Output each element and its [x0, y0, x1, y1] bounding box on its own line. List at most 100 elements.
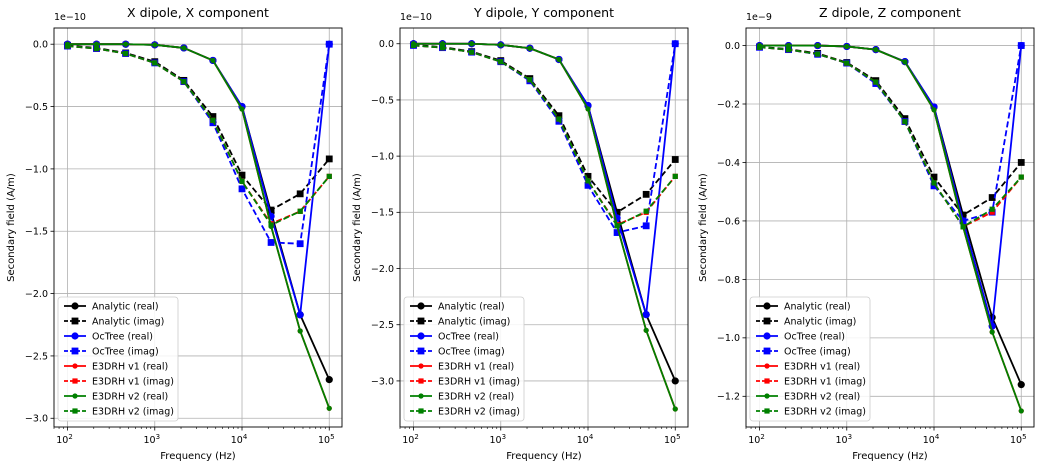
series-line	[759, 46, 1022, 228]
data-point	[439, 41, 446, 47]
series-line	[67, 43, 331, 409]
y-tick-label: −1.0	[371, 152, 394, 163]
data-point	[873, 79, 879, 85]
x-axis-label: Frequency (Hz)	[506, 451, 582, 462]
x-axis-label: Frequency (Hz)	[852, 451, 928, 462]
legend-entry: E3DRH v2 (imag)	[64, 406, 174, 417]
legend-entry: E3DRH v1 (real)	[410, 361, 514, 372]
legend-label: OcTree (real)	[92, 331, 153, 342]
series-line	[759, 46, 1022, 228]
legend-label: E3DRH v2 (imag)	[784, 406, 866, 417]
legend: Analytic (real) Analytic (imag) OcTree (re…	[403, 296, 525, 422]
legend-entry: Analytic (real)	[756, 301, 851, 312]
legend-marker	[764, 378, 770, 384]
series-3	[63, 40, 333, 319]
legend-label: Analytic (imag)	[438, 316, 510, 327]
series-8	[64, 43, 332, 228]
data-point	[613, 208, 621, 216]
chart-panel-2: 0.0 −0.5 −1.0 −1.5 −2.0 −2.5 −3.0 102 103 104 105 1…	[352, 5, 689, 462]
legend-label: Analytic (real)	[92, 301, 159, 312]
data-point	[527, 77, 533, 83]
legend-marker	[417, 332, 425, 340]
data-point	[584, 181, 592, 189]
data-point	[152, 42, 158, 48]
data-point	[325, 40, 333, 48]
data-point	[988, 194, 996, 201]
data-point	[123, 41, 129, 47]
legend: Analytic (real) Analytic (imag) OcTree (re…	[57, 296, 179, 422]
data-point	[267, 206, 275, 214]
legend-entry: OcTree (real)	[64, 331, 153, 342]
legend-marker	[763, 332, 771, 340]
y-tick-label: −0.2	[717, 99, 740, 110]
axes-frame	[399, 27, 689, 428]
data-point	[671, 156, 679, 163]
legend-label: OcTree (real)	[784, 331, 845, 342]
data-point	[239, 178, 245, 184]
data-point	[873, 47, 879, 53]
y-axis-label: Secondary field (A/m)	[6, 173, 17, 282]
data-point	[756, 44, 763, 50]
data-point	[210, 57, 216, 64]
x-tick-label: 105	[1010, 433, 1027, 446]
series-line	[413, 44, 676, 227]
x-tick-label: 103	[143, 433, 160, 446]
data-point	[239, 106, 245, 112]
legend-marker	[764, 408, 770, 414]
legend-entry: OcTree (imag)	[410, 346, 505, 357]
data-point	[439, 45, 446, 51]
data-point	[671, 377, 679, 385]
data-point	[989, 209, 995, 215]
data-point	[209, 113, 217, 120]
data-point	[297, 208, 303, 214]
chart-title: Z dipole, Z component	[819, 5, 961, 20]
legend-entry: OcTree (imag)	[64, 346, 159, 357]
legend-entry: E3DRH v1 (imag)	[64, 376, 174, 387]
series-8	[756, 44, 1024, 230]
legend-label: E3DRH v1 (imag)	[92, 376, 174, 387]
series-line	[413, 43, 676, 214]
legend-marker	[71, 302, 79, 310]
series-4	[64, 40, 333, 248]
data-point	[960, 224, 966, 230]
series-line	[759, 44, 1023, 412]
data-point	[210, 117, 216, 123]
legend-label: E3DRH v2 (real)	[784, 391, 860, 402]
data-point	[1017, 42, 1025, 49]
legend-label: OcTree (imag)	[92, 346, 159, 357]
legend-entry: OcTree (imag)	[756, 346, 851, 357]
data-point	[527, 45, 533, 51]
y-tick-label: −0.4	[717, 158, 740, 169]
x-axis-label: Frequency (Hz)	[160, 451, 236, 462]
data-point	[785, 47, 792, 53]
data-point	[1017, 159, 1025, 166]
legend-label: Analytic (imag)	[92, 316, 164, 327]
series-line	[67, 45, 330, 226]
data-point	[989, 206, 995, 212]
data-point	[326, 405, 332, 411]
data-point	[672, 173, 678, 179]
legend-entry: OcTree (real)	[410, 331, 499, 342]
legend-marker	[72, 363, 78, 369]
y-tick-label: 0.0	[725, 41, 740, 52]
series-line	[67, 45, 330, 225]
data-point	[959, 211, 967, 219]
data-point	[1018, 408, 1024, 414]
data-point	[64, 43, 71, 49]
legend-label: E3DRH v1 (real)	[438, 361, 514, 372]
data-point	[296, 311, 304, 319]
legend-marker	[417, 317, 425, 325]
y-tick-label: −0.8	[717, 275, 740, 286]
legend-marker	[418, 408, 424, 414]
legend-label: E3DRH v1 (real)	[784, 361, 860, 372]
y-tick-label: −0.5	[25, 102, 48, 113]
legend-frame	[749, 296, 871, 422]
data-point	[959, 217, 967, 225]
series-4	[410, 40, 679, 236]
legend-marker	[417, 302, 425, 310]
x-tick-label: 103	[489, 433, 506, 446]
data-point	[123, 50, 129, 57]
legend-entry: OcTree (real)	[756, 331, 845, 342]
legend: Analytic (real) Analytic (imag) OcTree (re…	[749, 296, 871, 422]
